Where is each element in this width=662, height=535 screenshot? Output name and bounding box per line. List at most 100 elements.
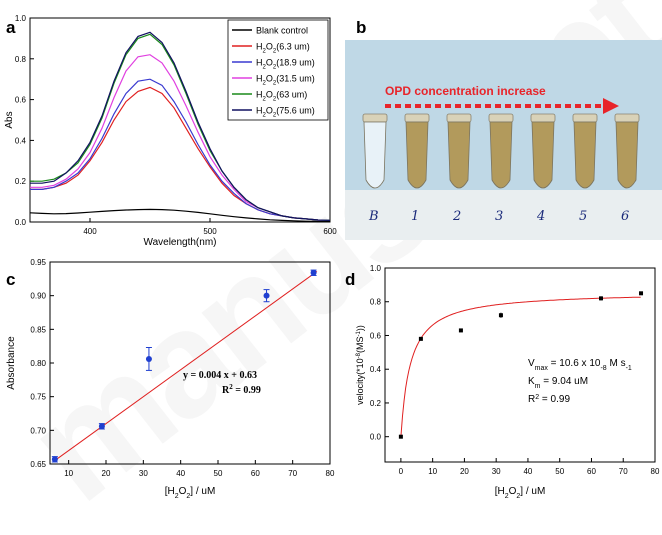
plot-frame [29, 17, 331, 223]
legend-label-4: H2O2(63 um) [256, 90, 307, 103]
x-tick-label: 20 [102, 469, 111, 478]
banner-arrow-head [603, 98, 619, 114]
tube-cap [614, 113, 640, 123]
annotation-km: Km = 9.04 uM [528, 376, 588, 390]
tube-cap [530, 113, 556, 123]
x-tick-label: 60 [587, 467, 596, 476]
legend-label-5: H2O2(75.6 um) [256, 106, 315, 119]
tube-cap [572, 113, 598, 123]
legend-label-1: H2O2(6.3 um) [256, 42, 310, 55]
banner-text: OPD concentration increase [385, 84, 546, 98]
panel-label-b: b [356, 18, 367, 37]
data-point-1 [418, 336, 423, 341]
y-axis-title: velocity(*10-8(MS-1)) [355, 325, 365, 405]
tube-body [363, 121, 387, 189]
data-point-2 [458, 328, 463, 333]
legend-label-3: H2O2(31.5 um) [256, 74, 315, 87]
tube-body [573, 121, 597, 189]
x-tick-label: 400 [83, 227, 97, 236]
x-axis-title: [H2O2] / uM [495, 486, 546, 500]
y-tick-label: 0.95 [30, 258, 46, 267]
y-tick-label: 0.80 [30, 359, 46, 368]
panel-label-a: a [6, 18, 16, 37]
x-tick-label: 30 [139, 469, 148, 478]
tube-cap [446, 113, 472, 123]
y-tick-label: 0.6 [370, 331, 382, 340]
x-tick-label: 80 [326, 469, 335, 478]
y-tick-label: 1.0 [15, 14, 27, 23]
y-tick-label: 0.70 [30, 426, 46, 435]
x-tick-label: 0 [399, 467, 404, 476]
x-tick-label: 40 [523, 467, 532, 476]
fit-r2: R2 = 0.99 [222, 383, 261, 396]
plot-frame [384, 267, 656, 463]
series-line-5 [30, 31, 331, 221]
y-tick-label: 0.2 [15, 177, 27, 186]
tube-label: 4 [536, 209, 545, 224]
fit-equation: y = 0.004 x + 0.63 [183, 370, 257, 381]
x-axis-title: [H2O2] / uM [165, 486, 216, 500]
y-tick-label: 0.4 [15, 136, 27, 145]
y-tick-label: 0.8 [370, 298, 382, 307]
chart-a: 400 500 600 0.0 0.2 0.4 0.6 0.8 1.0 Wavelength(nm… [4, 14, 337, 248]
y-axis-title: Absorbance [6, 336, 17, 390]
x-axis-title: Wavelength(nm) [144, 237, 217, 248]
tube-cap [488, 113, 514, 123]
tube-label: 1 [411, 209, 419, 224]
x-tick-label: 500 [203, 227, 217, 236]
x-tick-label: 50 [555, 467, 564, 476]
data-point-4 [310, 269, 317, 276]
tube-body [447, 121, 471, 189]
legend-label-2: H2O2(18.9 um) [256, 58, 315, 71]
y-tick-label: 0.90 [30, 292, 46, 301]
photo-b: OPD concentration increase B 1 2 3 4 5 6 [345, 40, 662, 240]
tube-label: 5 [579, 209, 587, 224]
data-point-0 [51, 456, 58, 463]
x-tick-label: 20 [460, 467, 469, 476]
x-tick-label: 40 [176, 469, 185, 478]
x-tick-label: 70 [288, 469, 297, 478]
tube-label: B [368, 209, 379, 224]
legend-box [227, 19, 329, 121]
tube-body [531, 121, 555, 189]
chart-d: 0 10 20 30 40 50 60 70 80 0.0 0.2 0.4 0.6 0.8 1.0 Vmax … [355, 264, 660, 500]
tube-cap [362, 113, 388, 123]
chart-c: 10 20 30 40 50 60 70 80 0.65 0.70 0.75 0.80 0.85 0.90… [6, 258, 335, 500]
y-tick-label: 0.75 [30, 393, 46, 402]
x-tick-label: 80 [651, 467, 660, 476]
data-point-3 [498, 313, 503, 318]
x-tick-label: 600 [323, 227, 337, 236]
annotation-r2: R2 = 0.99 [528, 394, 570, 406]
y-tick-label: 1.0 [370, 264, 382, 273]
y-tick-label: 0.6 [15, 96, 27, 105]
tube-label: 6 [621, 209, 629, 224]
y-axis-title: Abs [4, 111, 15, 128]
y-tick-label: 0.4 [370, 365, 382, 374]
annotation-vmax: Vmax = 10.6 x 10-8 M s-1 [528, 358, 632, 372]
y-tick-label: 0.0 [370, 433, 382, 442]
x-tick-label: 70 [619, 467, 628, 476]
panel-label-c: c [6, 270, 16, 289]
tube-cap [404, 113, 430, 123]
tube-label: 3 [495, 209, 503, 224]
panel-label-d: d [345, 270, 356, 289]
data-point-5 [639, 291, 644, 296]
y-tick-label: 0.85 [30, 325, 46, 334]
data-point-2 [145, 355, 152, 362]
x-tick-label: 30 [492, 467, 501, 476]
x-tick-label: 10 [64, 469, 73, 478]
data-point-4 [599, 296, 603, 301]
data-point-1 [98, 423, 105, 430]
x-tick-label: 60 [251, 469, 260, 478]
tube-body [405, 121, 429, 189]
data-point-3 [263, 292, 270, 299]
fit-line [53, 271, 318, 462]
x-tick-label: 10 [428, 467, 437, 476]
photo-table [345, 190, 662, 240]
tube-body [615, 121, 639, 189]
data-point-0 [398, 434, 403, 439]
figure: manuscript a b c d 400 500 600 0.0 0.2 0.4 0.6… [4, 14, 662, 500]
y-tick-label: 0.2 [370, 399, 382, 408]
y-tick-label: 0.8 [15, 55, 27, 64]
y-tick-label: 0.65 [30, 460, 46, 469]
